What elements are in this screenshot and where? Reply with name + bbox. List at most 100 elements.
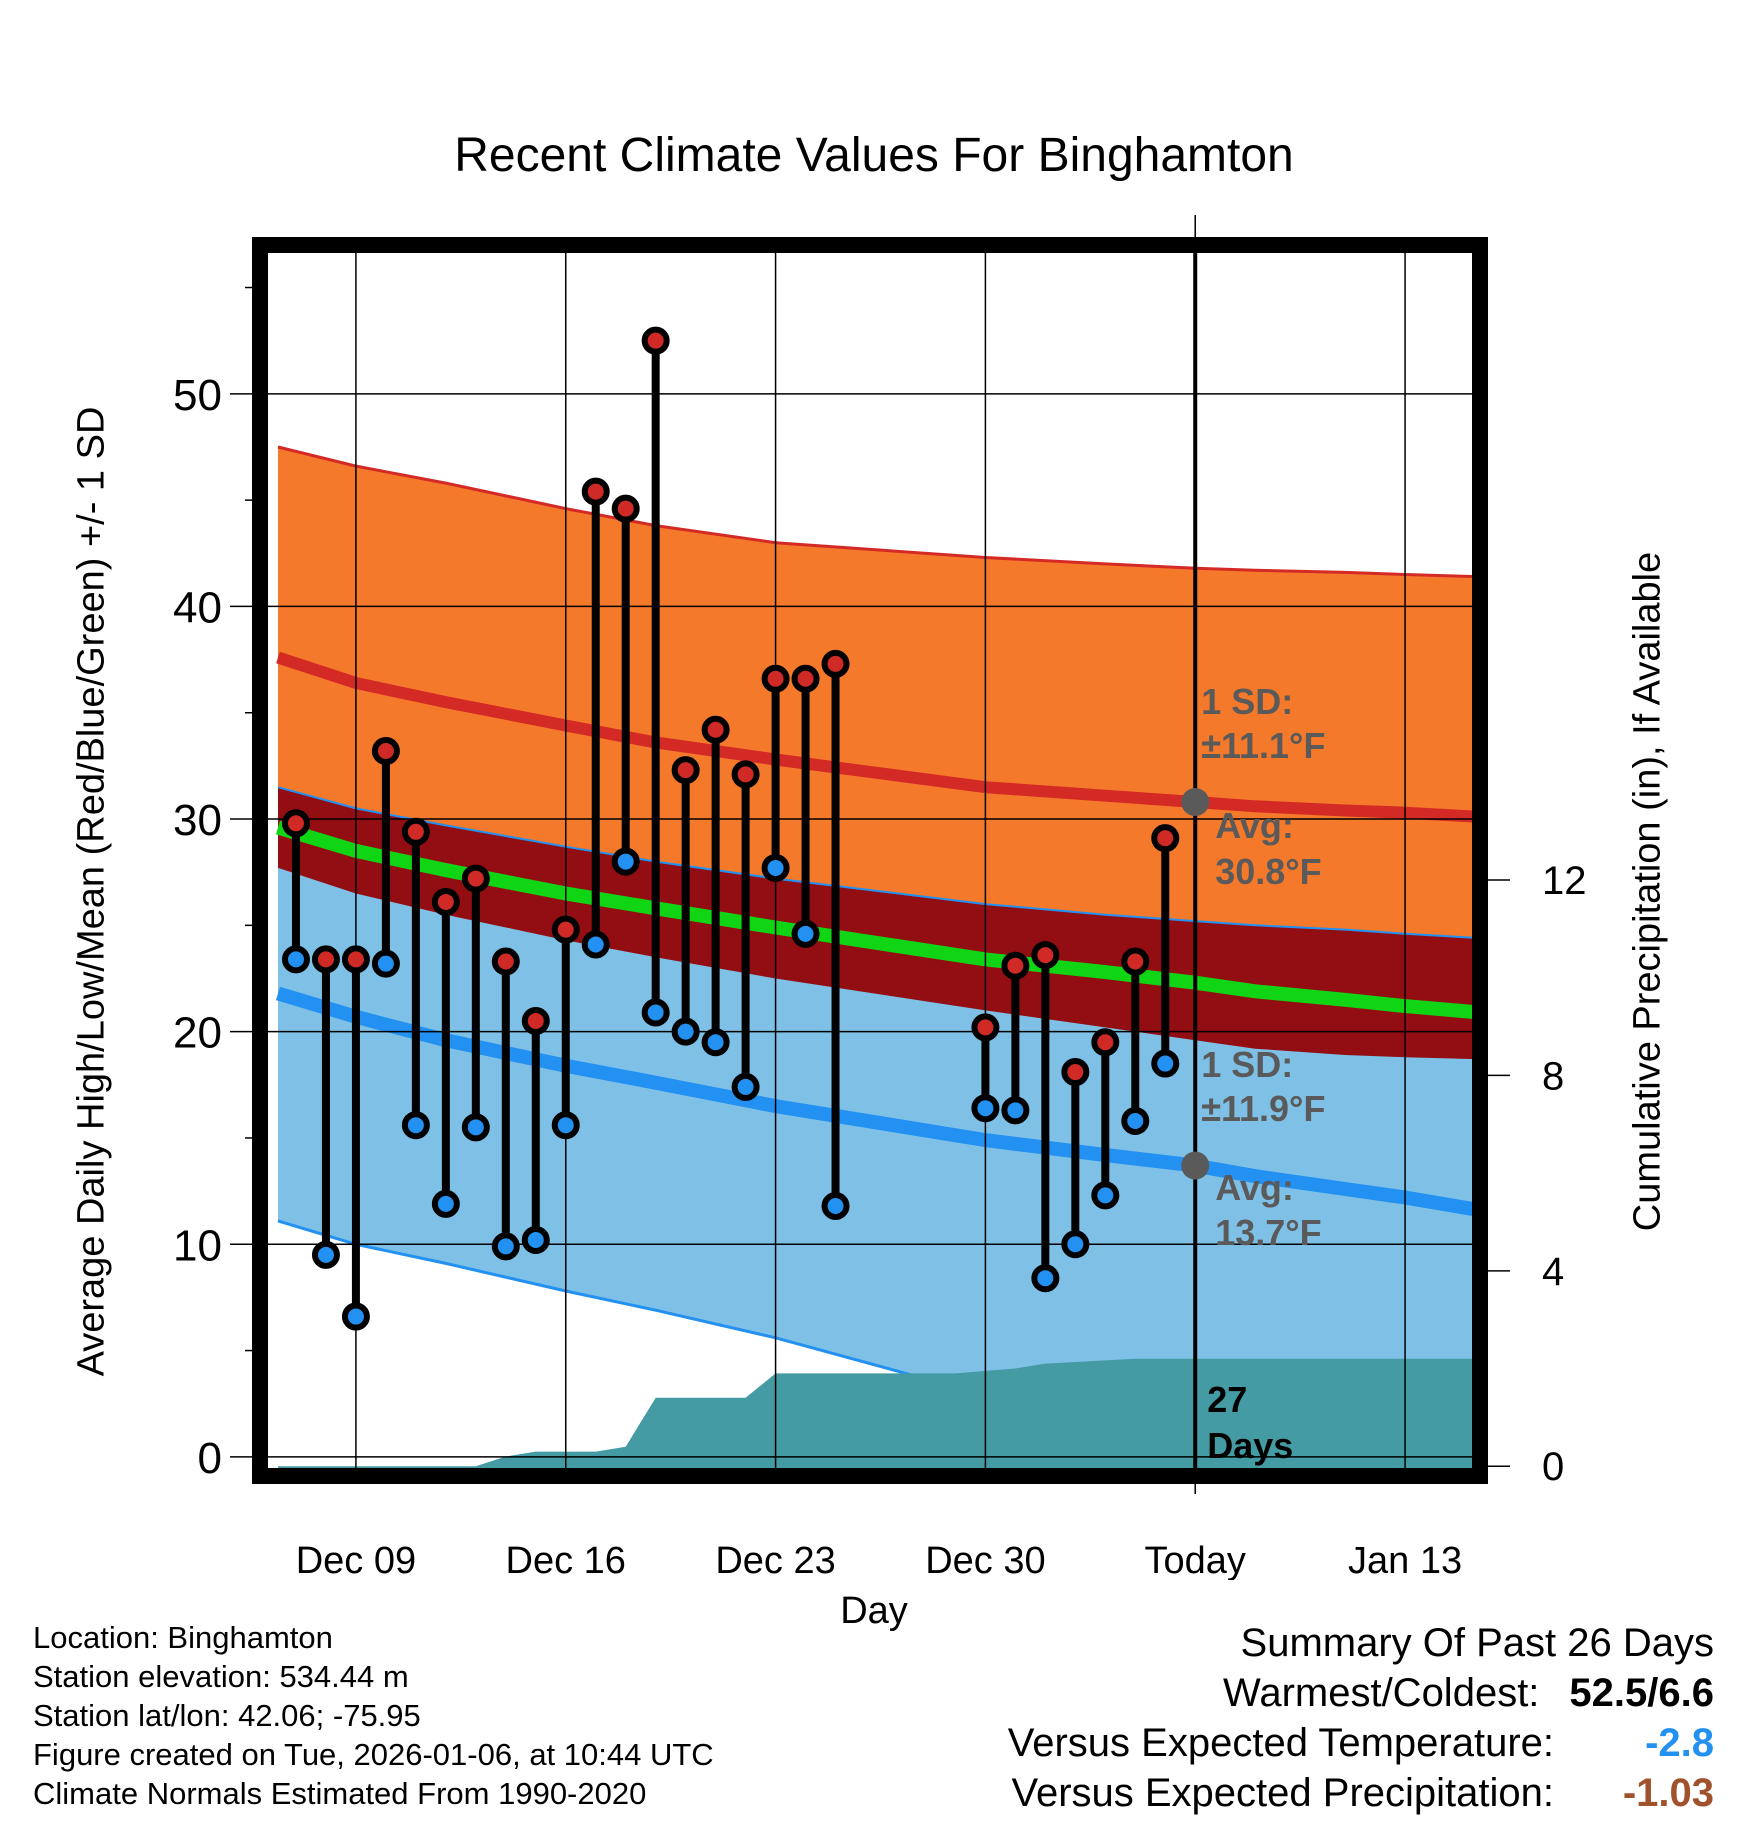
- high-marker: [521, 1007, 550, 1036]
- high-marker: [1001, 951, 1030, 980]
- low-sd-label: 1 SD:: [1201, 1044, 1293, 1085]
- elevation-text: Station elevation: 534.44 m: [33, 1659, 409, 1694]
- high-marker: [461, 864, 490, 893]
- today-low-avg-dot: [1181, 1151, 1210, 1180]
- low-marker: [731, 1072, 760, 1101]
- low-marker: [551, 1111, 580, 1140]
- high-marker: [641, 326, 670, 355]
- high-marker: [551, 915, 580, 944]
- chart-title: Recent Climate Values For Binghamton: [454, 129, 1294, 182]
- low-marker: [1001, 1096, 1030, 1125]
- temp-departure-label: Versus Expected Temperature:: [1007, 1721, 1554, 1765]
- low-marker: [461, 1113, 490, 1142]
- latlon-text: Station lat/lon: 42.06; -75.95: [33, 1698, 421, 1733]
- high-marker: [671, 756, 700, 785]
- y-axis-label: Average Daily High/Low/Mean (Red/Blue/Gr…: [70, 406, 113, 1377]
- high-marker: [791, 664, 820, 693]
- location-text: Location: Binghamton: [33, 1620, 333, 1655]
- precip-departure-value: -1.03: [1622, 1771, 1714, 1815]
- high-marker: [1121, 947, 1150, 976]
- high-avg-value: 30.8°F: [1215, 851, 1321, 892]
- low-marker: [671, 1017, 700, 1046]
- high-marker: [281, 809, 310, 838]
- low-marker: [971, 1094, 1000, 1123]
- warmest-coldest-value: 52.5/6.6: [1569, 1671, 1714, 1715]
- today-high-avg-dot: [1181, 788, 1210, 817]
- y-tick-label: 30: [173, 796, 222, 845]
- summary-panel: Summary Of Past 26 Days Warmest/Coldest:…: [1008, 1618, 1714, 1818]
- climate-chart: 0 10 20 30 40 50 0 4 8 12 Dec 09 Dec 16 Dec 23 Dec 30…: [173, 215, 1587, 1580]
- y2-axis-label: Cumulative Precipitation (in), If Availa…: [1626, 551, 1669, 1232]
- high-marker: [341, 945, 370, 974]
- low-marker: [311, 1240, 340, 1269]
- precip-area: [278, 1358, 1480, 1476]
- high-marker: [1061, 1058, 1090, 1087]
- high-marker: [431, 887, 460, 916]
- y-tick-label: 0: [198, 1434, 222, 1483]
- precip-departure-label: Versus Expected Precipitation:: [1011, 1771, 1554, 1815]
- days-word: Days: [1207, 1425, 1293, 1466]
- y2-tick-label: 0: [1542, 1445, 1564, 1489]
- low-marker: [371, 949, 400, 978]
- days-count: 27: [1207, 1379, 1247, 1420]
- low-avg-label: Avg:: [1215, 1167, 1294, 1208]
- y-tick-label: 40: [173, 583, 222, 632]
- high-marker: [611, 494, 640, 523]
- low-marker: [281, 945, 310, 974]
- overlap-band: [278, 787, 1480, 1060]
- y2-tick-label: 8: [1542, 1054, 1564, 1098]
- temp-departure-value: -2.8: [1645, 1721, 1714, 1765]
- x-tick-label: Dec 23: [715, 1540, 835, 1580]
- x-tick-label: Dec 09: [296, 1540, 416, 1580]
- station-info: Location: Binghamton Station elevation: …: [33, 1618, 714, 1813]
- x-tick-label: Dec 30: [925, 1540, 1045, 1580]
- x-tick-label: Dec 16: [506, 1540, 626, 1580]
- high-sd-value: ±11.1°F: [1201, 725, 1325, 766]
- low-marker: [581, 930, 610, 959]
- low-marker: [341, 1302, 370, 1331]
- low-marker: [821, 1191, 850, 1220]
- high-marker: [821, 649, 850, 678]
- high-marker: [1151, 824, 1180, 853]
- high-sd-label: 1 SD:: [1201, 681, 1293, 722]
- low-marker: [431, 1189, 460, 1218]
- x-tick-label: Today: [1145, 1540, 1246, 1580]
- low-marker: [1061, 1230, 1090, 1259]
- y-tick-label: 50: [173, 371, 222, 420]
- high-marker: [401, 817, 430, 846]
- warmest-coldest-label: Warmest/Coldest:: [1223, 1671, 1540, 1715]
- normals-text: Climate Normals Estimated From 1990-2020: [33, 1776, 647, 1811]
- summary-heading: Summary Of Past 26 Days: [1240, 1621, 1714, 1665]
- high-marker: [731, 760, 760, 789]
- high-avg-label: Avg:: [1215, 805, 1294, 846]
- high-marker: [581, 477, 610, 506]
- y2-tick-label: 12: [1542, 859, 1587, 903]
- low-marker: [641, 998, 670, 1027]
- low-marker: [791, 919, 820, 948]
- y2-tick-label: 4: [1542, 1250, 1564, 1294]
- low-marker: [1121, 1106, 1150, 1135]
- low-marker: [1151, 1049, 1180, 1078]
- high-marker: [1031, 941, 1060, 970]
- low-marker: [761, 853, 790, 882]
- plot-frame: [252, 237, 1488, 1484]
- high-marker: [311, 945, 340, 974]
- high-marker: [1091, 1028, 1120, 1057]
- low-marker: [491, 1232, 520, 1261]
- low-sd-value: ±11.9°F: [1201, 1088, 1325, 1129]
- x-axis-label: Day: [840, 1590, 908, 1632]
- low-avg-value: 13.7°F: [1215, 1212, 1321, 1253]
- high-marker: [491, 947, 520, 976]
- high-marker: [971, 1013, 1000, 1042]
- low-marker: [1091, 1181, 1120, 1210]
- low-marker: [701, 1028, 730, 1057]
- y-tick-label: 20: [173, 1009, 222, 1058]
- low-marker: [611, 847, 640, 876]
- low-marker: [401, 1111, 430, 1140]
- plot-area: [260, 245, 1480, 1476]
- y-tick-label: 10: [173, 1221, 222, 1270]
- high-marker: [761, 664, 790, 693]
- x-tick-label: Jan 13: [1348, 1540, 1462, 1580]
- low-marker: [521, 1226, 550, 1255]
- created-text: Figure created on Tue, 2026-01-06, at 10…: [33, 1737, 714, 1772]
